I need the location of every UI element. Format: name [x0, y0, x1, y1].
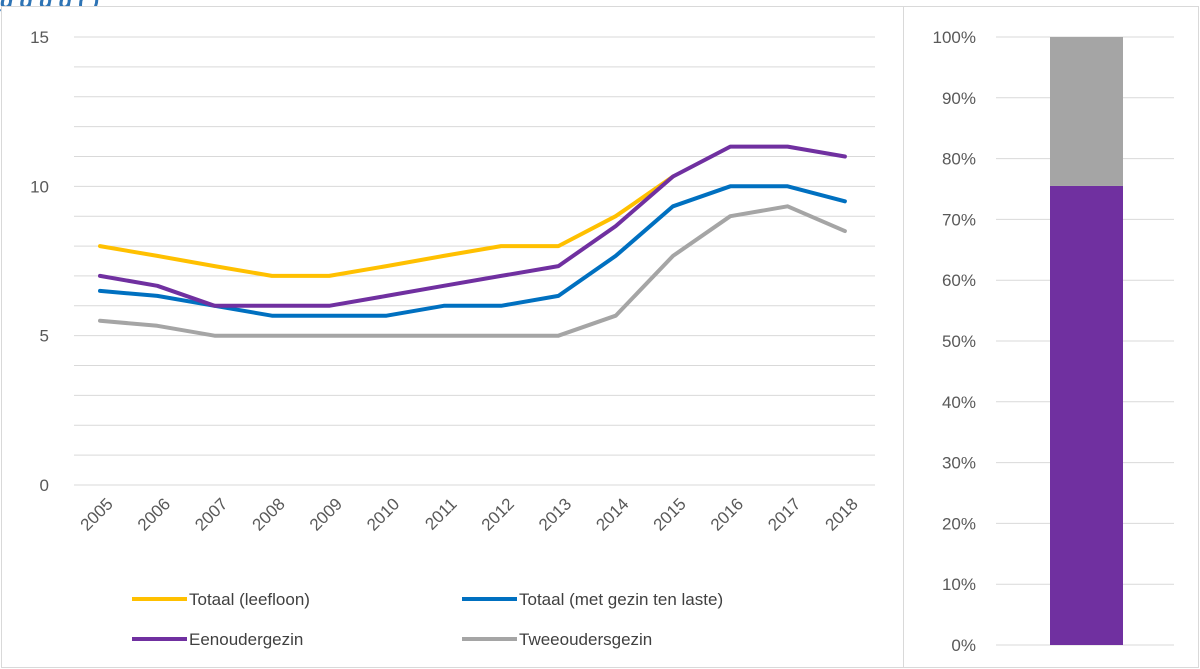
line-chart: 0 5 10 15 2005 2006 2007 2008 2009 2010 2011 2012 2… — [30, 28, 875, 649]
series-line — [98, 144, 847, 308]
y-tick-label: 15 — [30, 28, 49, 47]
x-tick-label: 2008 — [249, 494, 289, 534]
x-tick-label: 2005 — [77, 494, 117, 534]
legend-label: Tweeoudersgezin — [519, 630, 652, 649]
x-tick-label: 2016 — [707, 494, 747, 534]
x-tick-label: 2011 — [421, 494, 460, 533]
stacked-bar-chart: 0% 10% 20% 30% 40% 50% 60% 70% 80% 90% 100% — [933, 28, 1174, 655]
y-tick-label: 30% — [942, 454, 976, 473]
y-tick-label: 10% — [942, 575, 976, 594]
y-tick-label: 50% — [942, 332, 976, 351]
y-tick-label: 100% — [933, 28, 976, 47]
y-tick-label: 80% — [942, 150, 976, 169]
x-tick-label: 2017 — [764, 494, 804, 534]
y-tick-label: 70% — [942, 210, 976, 229]
y-tick-label: 60% — [942, 271, 976, 290]
x-tick-label: 2014 — [592, 494, 632, 534]
x-tick-label: 2009 — [306, 494, 346, 534]
y-tick-label: 0% — [951, 636, 976, 655]
x-tick-label: 2007 — [191, 494, 231, 534]
series-line — [98, 204, 847, 338]
x-tick-label: 2012 — [478, 494, 518, 534]
legend-label: Totaal (met gezin ten laste) — [519, 590, 723, 609]
y-tick-label: 90% — [942, 89, 976, 108]
y-tick-label: 0 — [40, 476, 49, 495]
x-tick-label: 2006 — [134, 494, 174, 534]
y-tick-label: 5 — [40, 327, 49, 346]
line-chart-panel: 0 5 10 15 2005 2006 2007 2008 2009 2010 2011 2012 2… — [1, 6, 905, 668]
y-tick-label: 10 — [30, 177, 49, 196]
y-tick-label: 40% — [942, 393, 976, 412]
x-tick-label: 2010 — [363, 494, 403, 534]
bar-segment — [1050, 37, 1123, 186]
legend-label: Totaal (leefloon) — [189, 590, 310, 609]
bar-segment — [1050, 185, 1123, 645]
stacked-bar-panel: 0% 10% 20% 30% 40% 50% 60% 70% 80% 90% 100% — [903, 6, 1199, 668]
x-tick-label: 2015 — [650, 494, 690, 534]
series-line — [98, 174, 675, 278]
legend-label: Eenoudergezin — [189, 630, 303, 649]
x-tick-label: 2013 — [535, 494, 575, 534]
y-tick-label: 20% — [942, 514, 976, 533]
x-tick-label: 2018 — [822, 494, 862, 534]
